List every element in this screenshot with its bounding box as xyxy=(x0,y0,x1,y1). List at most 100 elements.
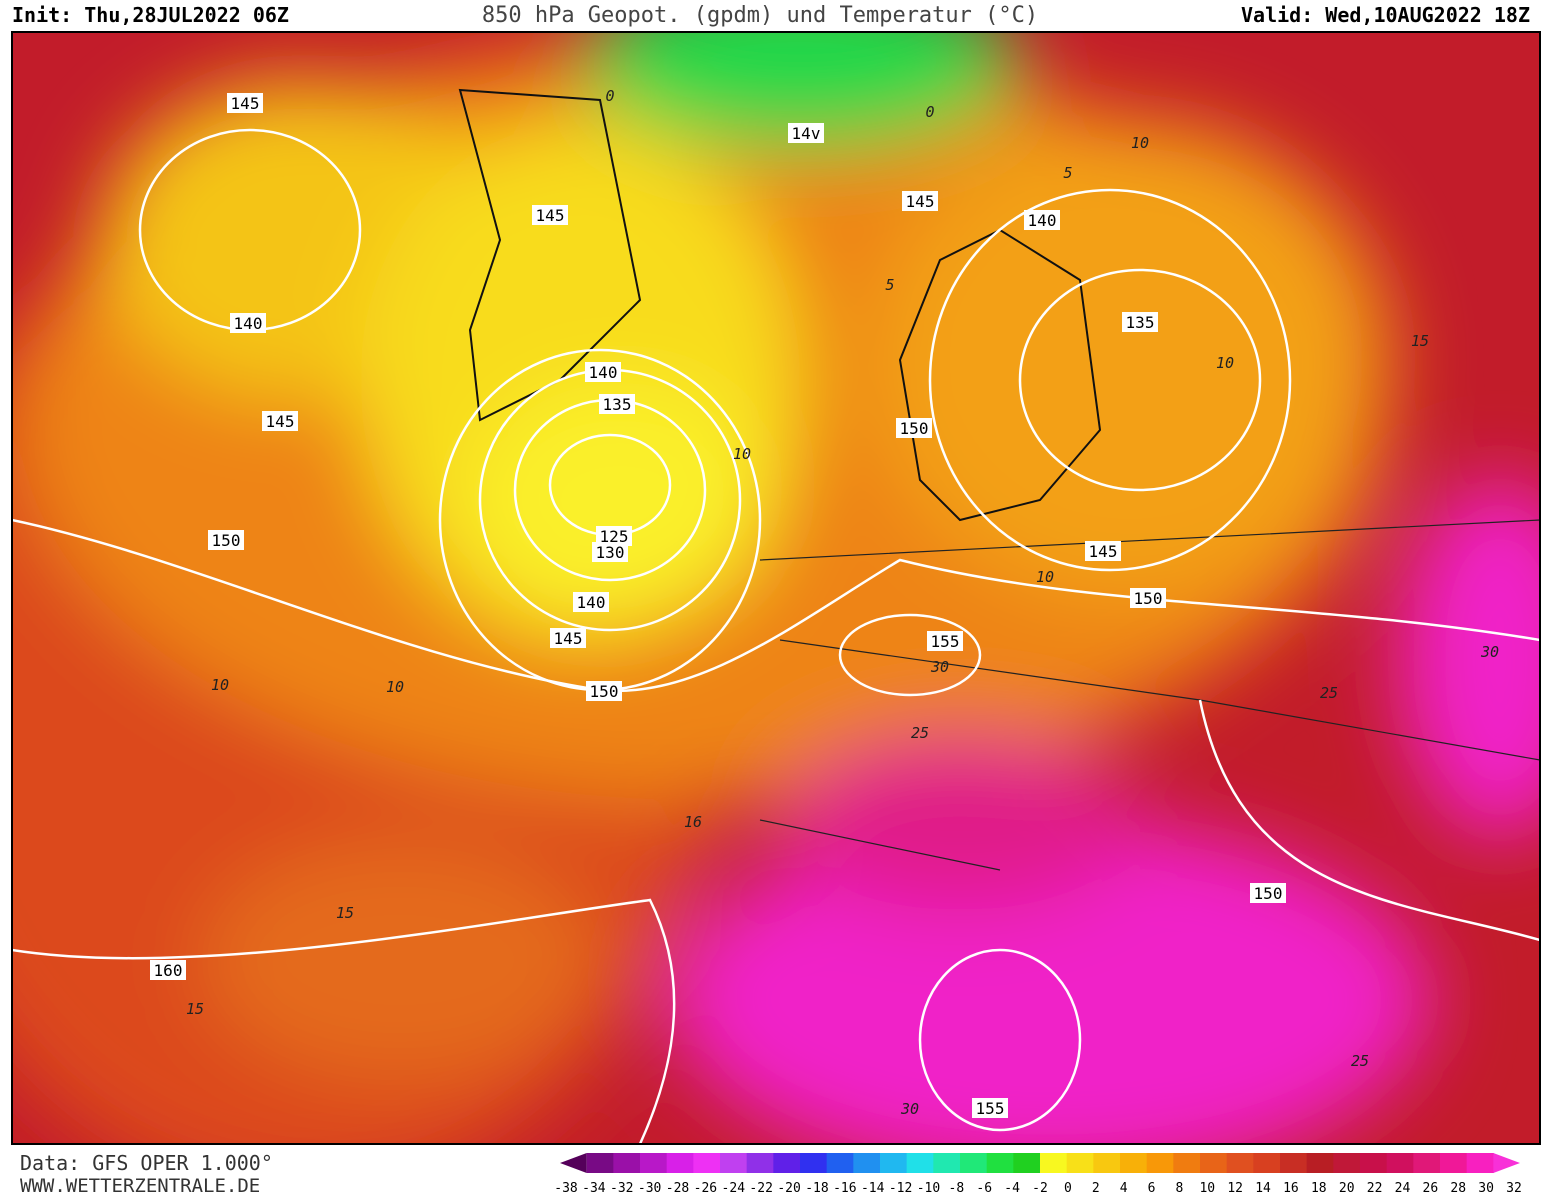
geopotential-label: 145 xyxy=(536,206,565,225)
geopotential-label: 145 xyxy=(266,412,295,431)
colorbar-label: 10 xyxy=(1199,1181,1215,1196)
geopotential-label: 14v xyxy=(792,124,821,143)
colorbar-label: -8 xyxy=(949,1181,965,1196)
geopotential-label-box xyxy=(586,681,622,701)
temperature-label: 0 xyxy=(605,87,614,105)
colorbar-cell xyxy=(640,1153,668,1173)
geopotential-label: 145 xyxy=(231,94,260,113)
temperature-label: 10 xyxy=(211,676,229,694)
temperature-label: 25 xyxy=(1320,684,1338,702)
temperature-label: 10 xyxy=(1216,354,1234,372)
colorbar-cell xyxy=(986,1153,1014,1173)
geopotential-label-box xyxy=(227,93,263,113)
colorbar-cell xyxy=(1093,1153,1121,1173)
temperature-label: 10 xyxy=(1036,568,1054,586)
colorbar-label: -4 xyxy=(1004,1181,1020,1196)
colorbar-label: 30 xyxy=(1478,1181,1494,1196)
geopotential-label-box xyxy=(208,530,244,550)
geopotential-label-box xyxy=(927,631,963,651)
temperature-label: 15 xyxy=(186,1000,204,1018)
geopotential-label-box xyxy=(1024,210,1060,230)
colorbar-label: -24 xyxy=(722,1181,746,1196)
colorbar-cell xyxy=(800,1153,828,1173)
colorbar-cell xyxy=(1253,1153,1281,1173)
geopotential-label-box xyxy=(150,960,186,980)
colorbar-cell xyxy=(1466,1153,1494,1173)
geopotential-label-box xyxy=(972,1098,1008,1118)
map-title: 850 hPa Geopot. (gpdm) und Temperatur (°… xyxy=(482,3,1038,28)
init-text: Init: Thu,28JUL2022 06Z xyxy=(12,3,289,27)
colorbar-label: 20 xyxy=(1339,1181,1355,1196)
colorbar-cell xyxy=(1493,1153,1520,1173)
colorbar-cell xyxy=(1306,1153,1334,1173)
temperature-label: 10 xyxy=(1131,134,1149,152)
geopotential-label: 150 xyxy=(900,419,929,438)
data-source: Data: GFS OPER 1.000° xyxy=(20,1151,273,1175)
temperature-label: 15 xyxy=(336,904,354,922)
colorbar-label: -28 xyxy=(666,1181,689,1196)
map-frame xyxy=(11,31,1541,1145)
colorbar-cell xyxy=(853,1153,881,1173)
colorbar-cell xyxy=(1066,1153,1094,1173)
colorbar-cell xyxy=(1413,1153,1441,1173)
temperature-label: 5 xyxy=(885,276,894,294)
colorbar-cell xyxy=(1120,1153,1148,1173)
temperature-label: 10 xyxy=(733,445,751,463)
colorbar-label: 14 xyxy=(1255,1181,1271,1196)
colorbar-cell xyxy=(1226,1153,1254,1173)
colorbar-label: -22 xyxy=(749,1181,772,1196)
colorbar-cell xyxy=(1146,1153,1174,1173)
colorbar-cell xyxy=(933,1153,961,1173)
colorbar-cell xyxy=(613,1153,641,1173)
colorbar-cell xyxy=(880,1153,908,1173)
colorbar-cell xyxy=(826,1153,854,1173)
temperature-label: 16 xyxy=(684,813,702,831)
colorbar-label: 0 xyxy=(1064,1181,1072,1196)
geopotential-label: 145 xyxy=(906,192,935,211)
colorbar-cell xyxy=(746,1153,774,1173)
colorbar-cell xyxy=(1040,1153,1068,1173)
geopotential-label-box xyxy=(902,191,938,211)
colorbar-label: -26 xyxy=(694,1181,717,1196)
colorbar-label: 8 xyxy=(1175,1181,1183,1196)
colorbar-label: -18 xyxy=(805,1181,828,1196)
geopotential-label-box xyxy=(788,123,824,143)
temperature-label: 10 xyxy=(386,678,404,696)
colorbar-label: 2 xyxy=(1092,1181,1100,1196)
geopotential-label-box xyxy=(262,411,298,431)
colorbar-cell xyxy=(960,1153,988,1173)
geopotential-label: 140 xyxy=(589,363,618,382)
geopotential-label: 150 xyxy=(1134,589,1163,608)
geopotential-label-box xyxy=(532,205,568,225)
geopotential-label-box xyxy=(599,394,635,414)
colorbar-label: 6 xyxy=(1148,1181,1156,1196)
colorbar-cell xyxy=(1173,1153,1201,1173)
geopotential-label-box xyxy=(1122,312,1158,332)
colorbar-label: 18 xyxy=(1311,1181,1327,1196)
colorbar-cell xyxy=(586,1153,614,1173)
colorbar-label: -14 xyxy=(861,1181,885,1196)
temperature-label: 30 xyxy=(930,658,949,676)
geopotential-label-box xyxy=(573,592,609,612)
colorbar-cell xyxy=(1200,1153,1228,1173)
temperature-label: 5 xyxy=(1063,164,1072,182)
temperature-label: 15 xyxy=(1411,332,1429,350)
colorbar-cell xyxy=(906,1153,934,1173)
valid-text: Valid: Wed,10AUG2022 18Z xyxy=(1241,3,1530,27)
temperature-label: 30 xyxy=(900,1100,919,1118)
geopotential-label: 135 xyxy=(603,395,632,414)
geopotential-label-box xyxy=(596,526,632,546)
geopotential-label-box xyxy=(592,542,628,562)
geopotential-label-box xyxy=(1250,883,1286,903)
temperature-label: 0 xyxy=(925,103,934,121)
colorbar-label: 22 xyxy=(1367,1181,1383,1196)
geopotential-label: 150 xyxy=(1254,884,1283,903)
geopotential-label: 135 xyxy=(1126,313,1155,332)
colorbar-cell xyxy=(1013,1153,1041,1173)
colorbar-label: -12 xyxy=(889,1181,912,1196)
colorbar-cell xyxy=(693,1153,721,1173)
colorbar-cell xyxy=(1333,1153,1361,1173)
colorbar-label: -2 xyxy=(1032,1181,1048,1196)
